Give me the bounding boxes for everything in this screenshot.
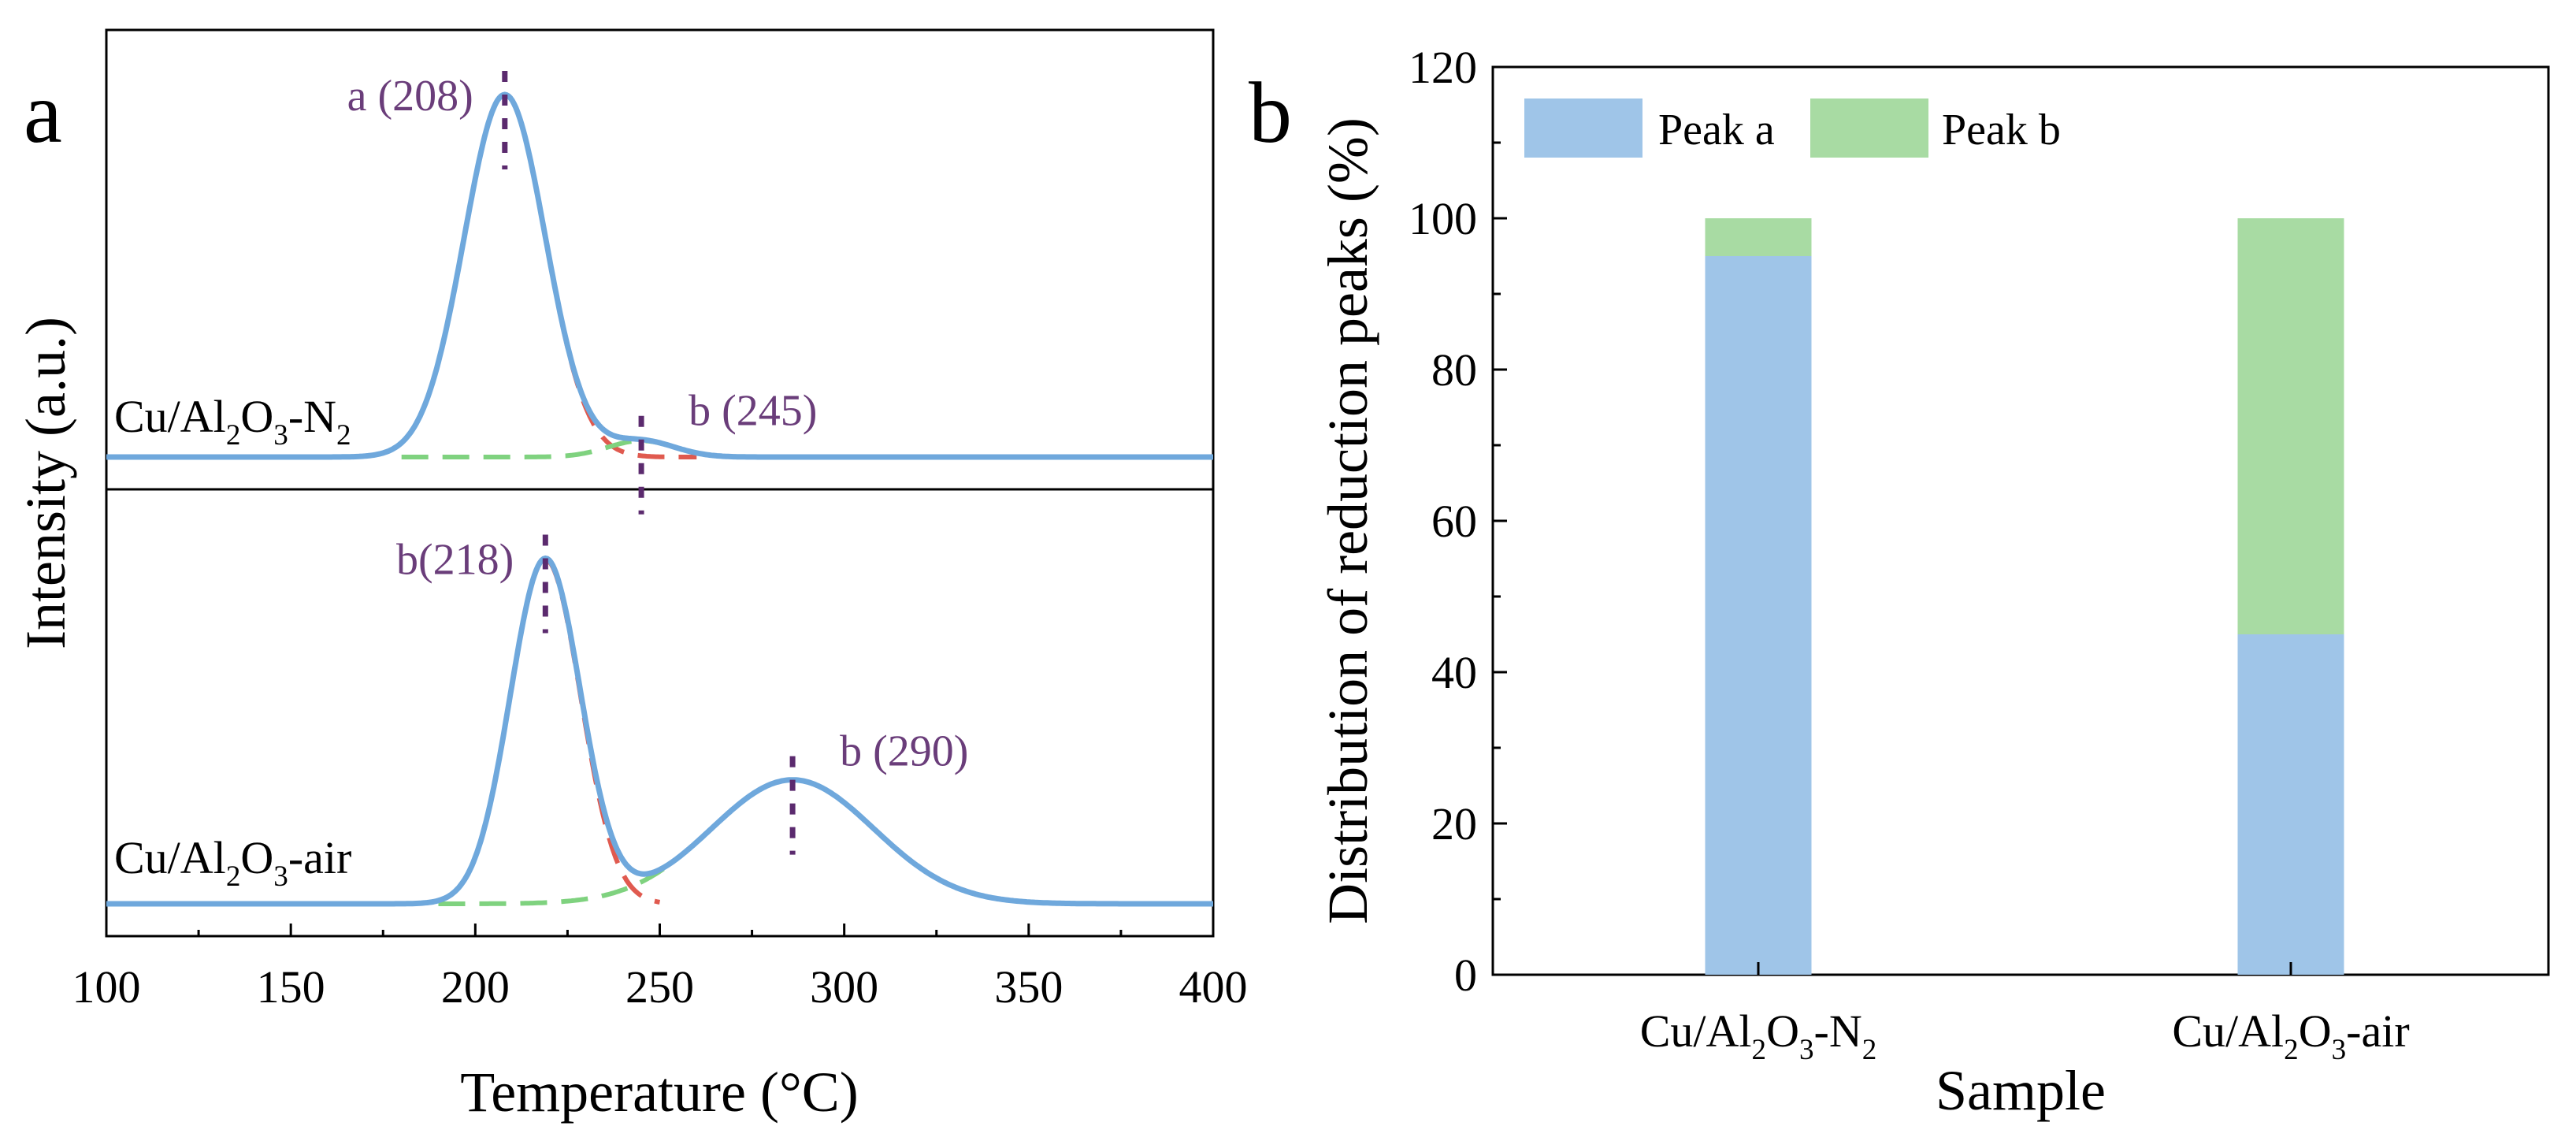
peak-label-1-1: a (208) [347, 72, 473, 121]
peak-label-2-2: b (290) [840, 727, 968, 776]
label-part: Cu/Al [114, 391, 226, 442]
label-part: 3 [1799, 1034, 1814, 1066]
x-tick-label-350: 350 [994, 961, 1063, 1013]
bar-peak-b-1 [1705, 218, 1812, 256]
label-part: 2 [336, 419, 351, 452]
bar-peak-a-2 [2237, 634, 2344, 975]
y-tick-label-120: 120 [1409, 42, 1477, 93]
x-tick-label-250: 250 [625, 961, 694, 1013]
legend-swatch-2 [1810, 98, 1928, 158]
label-part: 3 [273, 419, 288, 452]
label-part: O [1766, 1005, 1799, 1057]
label-part: 2 [1752, 1034, 1767, 1066]
panel-a-y-axis-title: Intensity (a.u.) [14, 317, 77, 649]
label-part: 2 [226, 860, 241, 893]
y-tick-label-60: 60 [1431, 496, 1477, 547]
x-tick-label-150: 150 [257, 961, 325, 1013]
label-part: Cu/Al [114, 832, 226, 883]
label-part: 2 [226, 419, 241, 452]
panel-a-x-axis-title: Temperature (°C) [460, 1061, 859, 1124]
label-part: -air [2346, 1005, 2410, 1057]
label-part: 3 [2332, 1034, 2347, 1066]
panel-b-letter: b [1249, 65, 1292, 161]
legend-label-2: Peak b [1942, 106, 2061, 154]
legend-label-1: Peak a [1658, 106, 1775, 154]
y-tick-label-0: 0 [1454, 950, 1477, 1001]
sample-label-2: Cu/Al2O3-air [114, 832, 351, 893]
panel-a-chart: 100 150 200 250 300 350 400 a (208) b (245) Cu/A… [14, 28, 1248, 1124]
x-tick-label-300: 300 [810, 961, 878, 1013]
fit-curve-2-2 [438, 777, 1011, 906]
label-part: 3 [273, 860, 288, 893]
y-tick-label-100: 100 [1409, 193, 1477, 244]
label-part: 2 [1862, 1034, 1877, 1066]
panel-a-letter: a [24, 65, 62, 161]
y-tick-label-80: 80 [1431, 344, 1477, 396]
label-part: -N [288, 391, 336, 442]
measured-curve-1 [106, 91, 1213, 460]
y-tick-label-20: 20 [1431, 798, 1477, 849]
label-part: O [240, 391, 273, 442]
category-label-2: Cu/Al2O3-air [2172, 1005, 2409, 1066]
label-part: O [2299, 1005, 2332, 1057]
panel-b-frame [1491, 65, 2550, 976]
peak-label-2-1: b(218) [396, 535, 514, 584]
label-part: Cu/Al [1640, 1005, 1752, 1057]
label-part: O [240, 832, 273, 883]
label-part: -air [288, 832, 352, 883]
panel-b-y-axis-title: Distribution of reduction peaks (%) [1316, 117, 1379, 924]
panel-a-frame [105, 28, 1215, 938]
x-tick-label-100: 100 [72, 961, 141, 1013]
bar-peak-b-2 [2237, 218, 2344, 634]
y-tick-label-40: 40 [1431, 647, 1477, 698]
bar-peak-a-1 [1705, 256, 1812, 975]
x-tick-label-400: 400 [1179, 961, 1248, 1013]
legend-swatch-1 [1524, 98, 1642, 158]
label-part: -N [1814, 1005, 1862, 1057]
fit-curve-1-1 [392, 91, 697, 459]
x-tick-label-200: 200 [441, 961, 510, 1013]
panel-b-x-axis-title: Sample [1936, 1059, 2106, 1122]
peak-label-1-2: b (245) [689, 387, 817, 436]
sample-label-1: Cu/Al2O3-N2 [114, 391, 351, 452]
label-part: 2 [2284, 1034, 2299, 1066]
category-label-1: Cu/Al2O3-N2 [1640, 1005, 1877, 1066]
fit-curve-2-1 [437, 556, 661, 905]
label-part: Cu/Al [2172, 1005, 2284, 1057]
measured-curve-2 [106, 555, 1213, 907]
